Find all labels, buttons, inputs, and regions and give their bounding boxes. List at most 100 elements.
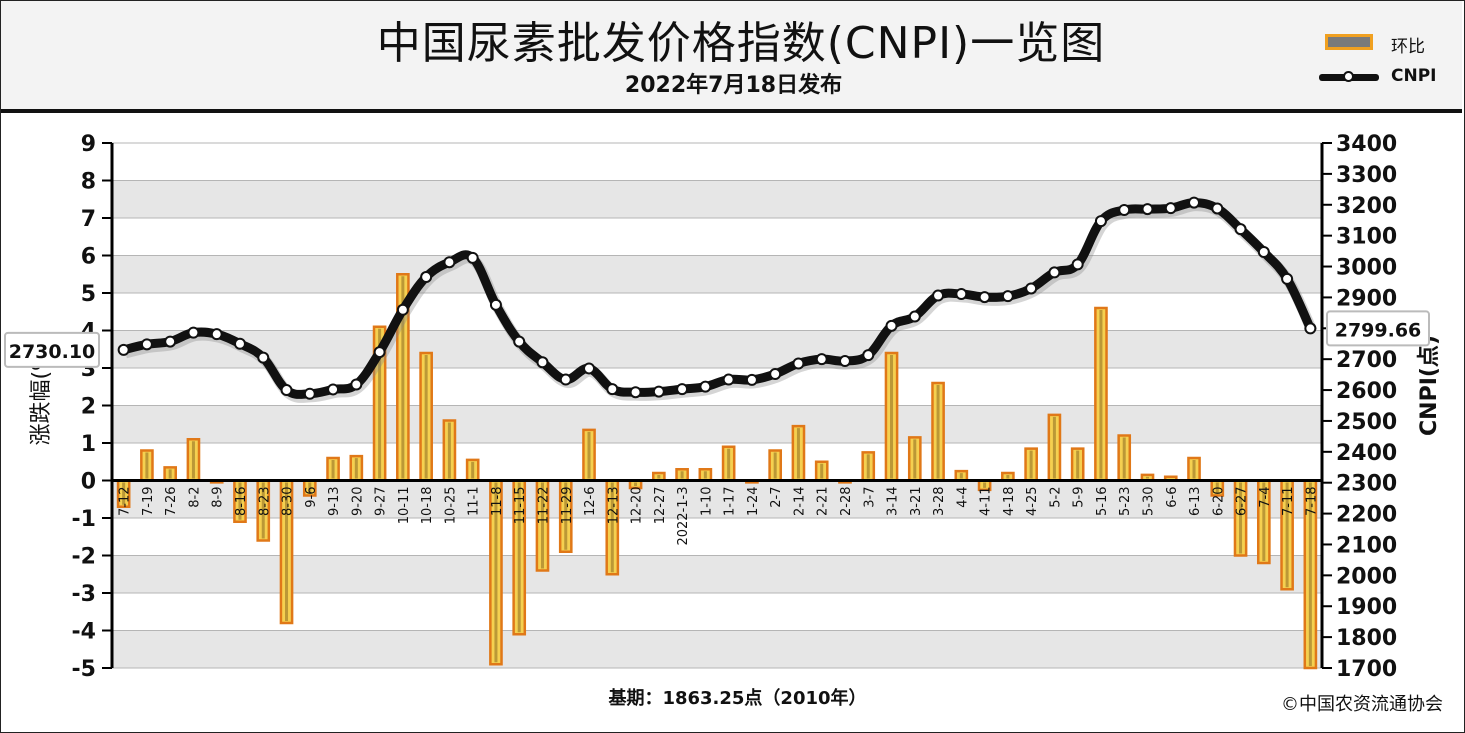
bar-core [1145,476,1149,479]
cnpi-point [559,373,572,386]
bar-core [680,471,684,479]
bar-core [1285,482,1289,588]
x-tick-label: 4-18 [1002,487,1017,517]
annotation-layer: 2730.10 2799.66 [4,310,1430,368]
cnpi-point [722,373,735,386]
chart-legend: 环比 CNPI [1319,29,1459,99]
bar-core [354,458,358,479]
cnpi-point [838,355,851,368]
x-tick-label: 2-14 [792,487,807,517]
bar-core [517,482,521,633]
bar-core [983,482,987,488]
cnpi-point [745,373,758,386]
grid-band [112,255,1322,293]
x-tick-label: 8-2 [187,487,202,508]
bar-core [587,431,591,479]
bar-core [796,428,800,479]
x-tick-label: 5-2 [1048,487,1063,508]
cnpi-line [119,198,1315,399]
cnpi-point [1188,196,1201,209]
right-tick-label: 2100 [1336,533,1397,558]
left-tick-label: -2 [72,545,96,570]
right-tick-label: 3200 [1336,194,1397,219]
right-tick-label: 2000 [1336,564,1397,589]
left-tick-label: 8 [81,170,96,195]
cnpi-point [1025,282,1038,295]
right-tick-label: 1700 [1336,657,1397,682]
bar-core [424,355,428,479]
x-tick-label: 7-12 [118,487,133,517]
bar-core [471,461,475,479]
x-tick-label: 11-22 [536,487,551,525]
bar-core [238,482,242,520]
bar-core [1215,482,1219,494]
x-tick-label: 6-27 [1235,487,1250,517]
cnpi-point [210,328,223,341]
last-value-callout-box [1326,310,1430,347]
left-tick-label: -1 [72,507,96,532]
bar-core [1099,310,1103,479]
bar-core [261,482,265,539]
cnpi-point [908,310,921,323]
right-tick-label: 1800 [1336,626,1397,651]
bar-core [378,328,382,479]
x-tick-label-layer: 7-12 7-19 7-26 8-2 8-9 8-16 8-23 8-30 9-6 9-13 9-2… [118,487,1320,546]
cnpi-point [233,337,246,350]
x-tick-label: 12-27 [653,487,668,525]
bar-core [890,355,894,479]
cnpi-point [676,383,689,396]
cnpi-point [769,368,782,380]
bar-core [401,276,405,479]
cnpi-point [280,384,293,397]
cnpi-point [373,346,386,359]
cnpi-point [350,378,363,391]
cnpi-point [327,383,340,396]
bar-core [936,385,940,479]
grid-band [112,630,1322,668]
first-value-callout: 2730.10 [9,341,96,363]
left-tick-label: 5 [81,282,96,307]
cnpi-point [1257,246,1270,259]
cnpi-point [257,351,270,364]
legend-line-marker [1343,71,1354,82]
x-tick-label: 5-16 [1095,487,1110,517]
left-tick-label: 7 [81,207,96,232]
left-tick-label: 1 [81,432,96,457]
cnpi-point [955,288,968,301]
bar-core [540,482,544,569]
x-tick-label: 8-16 [234,487,249,517]
right-tick-label: 3100 [1336,225,1397,250]
left-tick-label: 0 [81,470,96,495]
cnpi-point [792,357,805,370]
left-tick-label: 2 [81,395,96,420]
x-tick-label: 12-13 [606,487,621,525]
bar-core [913,439,917,479]
bar-core [959,473,963,479]
cnpi-point [1141,203,1154,216]
cnpi-point [396,303,409,316]
right-tick-label: 2600 [1336,379,1397,404]
cnpi-point [629,386,642,399]
cnpi-point [443,256,456,269]
right-tick-label: 2500 [1336,410,1397,435]
cnpi-point [1304,322,1317,335]
grid-band [112,330,1322,368]
right-tick-label: 2200 [1336,503,1397,528]
x-tick-label: 3-28 [932,487,947,517]
x-tick-label: 3-14 [886,487,901,517]
x-tick-label: 2-28 [839,487,854,517]
cnpi-point [117,343,130,356]
left-tick-label: 6 [81,245,96,270]
bar-core [285,482,289,621]
x-tick-label: 12-20 [630,487,645,525]
x-tick-label: 4-25 [1025,487,1040,517]
x-tick-label: 7-26 [164,487,179,517]
first-value-callout-box [4,331,100,368]
legend-line-label: CNPI [1391,66,1437,86]
right-tick-label: 2300 [1336,472,1397,497]
cnpi-point [932,289,945,302]
legend-bar-label: 环比 [1391,37,1425,57]
left-tick-label: -4 [72,620,96,645]
x-tick-label: 7-18 [1304,487,1319,517]
